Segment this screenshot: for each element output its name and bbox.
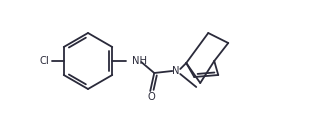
Text: Cl: Cl xyxy=(39,56,49,66)
Text: O: O xyxy=(147,92,155,102)
Text: NH: NH xyxy=(132,56,147,66)
Text: N: N xyxy=(172,66,180,76)
